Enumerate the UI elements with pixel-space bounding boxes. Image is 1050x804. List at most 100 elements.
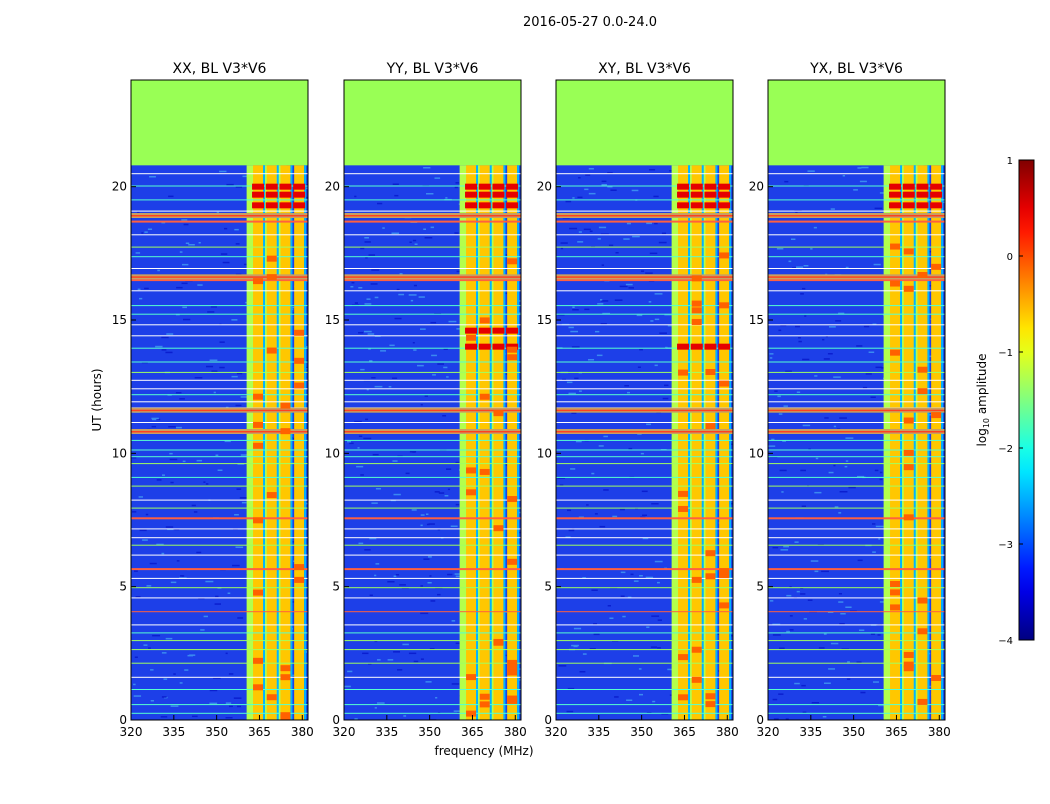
colorbar-gradient bbox=[1018, 159, 1035, 641]
band-cell bbox=[466, 334, 477, 341]
heatmap-noise bbox=[151, 425, 157, 428]
band-cell bbox=[253, 421, 264, 428]
heatmap-noise bbox=[161, 221, 166, 224]
x-tick-label: 380 bbox=[928, 725, 951, 739]
rfi-stripe bbox=[768, 379, 945, 381]
peak-cell bbox=[690, 191, 703, 198]
rfi-stripe bbox=[556, 517, 733, 520]
heatmap-noise bbox=[661, 713, 669, 715]
rfi-stripe bbox=[556, 234, 733, 236]
panel-1: XX, BL V3*V6 320 335 350 365 380 0 5 10 15 20 bbox=[112, 61, 314, 739]
heatmap-noise bbox=[639, 693, 644, 696]
heatmap-noise bbox=[788, 260, 792, 263]
peak-cell bbox=[704, 191, 717, 198]
x-tick-label: 320 bbox=[757, 725, 780, 739]
heatmap-noise bbox=[143, 644, 148, 646]
band-cell bbox=[294, 576, 305, 583]
heatmap-noise bbox=[176, 426, 182, 429]
rfi-stripe bbox=[768, 210, 945, 212]
heatmap-noise bbox=[572, 197, 575, 199]
rfi-stripe bbox=[131, 499, 308, 501]
heatmap-noise bbox=[577, 241, 584, 243]
colorbar: −4 −3 −2 −1 0 1 log10 amplitude bbox=[975, 156, 1035, 647]
channel-gap bbox=[290, 165, 293, 720]
heatmap-noise bbox=[596, 354, 603, 357]
heatmap-noise bbox=[175, 392, 182, 394]
heatmap-noise bbox=[420, 612, 429, 615]
peak-cell bbox=[478, 343, 491, 350]
band-cell bbox=[493, 525, 504, 532]
rfi-stripe bbox=[131, 528, 308, 530]
rfi-stripe bbox=[344, 676, 521, 678]
heatmap-noise bbox=[358, 287, 363, 289]
peak-cell bbox=[690, 202, 703, 209]
heatmap-noise bbox=[194, 377, 203, 379]
heatmap-noise bbox=[802, 711, 807, 714]
heatmap-noise bbox=[447, 488, 451, 491]
heatmap-noise bbox=[600, 300, 609, 302]
heatmap-noise bbox=[148, 647, 151, 649]
heatmap-noise bbox=[638, 668, 642, 670]
heatmap-noise bbox=[420, 328, 426, 330]
heatmap-noise bbox=[184, 669, 189, 671]
peak-cell bbox=[889, 191, 902, 198]
heatmap-noise bbox=[642, 537, 649, 540]
rfi-stripe bbox=[131, 361, 308, 363]
heatmap-noise bbox=[879, 192, 887, 194]
heatmap-noise bbox=[305, 360, 308, 362]
rfi-stripe bbox=[768, 324, 945, 326]
rfi-stripe bbox=[344, 173, 521, 175]
heatmap-noise bbox=[778, 693, 784, 695]
heatmap-noise bbox=[161, 652, 167, 654]
heatmap-noise bbox=[664, 384, 669, 387]
heatmap-noise bbox=[777, 395, 781, 398]
heatmap-noise bbox=[289, 601, 298, 603]
colorbar-tick-label: −4 bbox=[998, 636, 1013, 647]
rfi-stripe bbox=[131, 587, 308, 589]
rfi-stripe bbox=[344, 379, 521, 381]
heatmap-noise bbox=[839, 491, 848, 493]
peak-cell bbox=[506, 202, 519, 209]
heatmap-noise bbox=[839, 623, 845, 625]
heatmap-noise bbox=[429, 575, 432, 577]
peak-cell bbox=[677, 191, 690, 198]
rfi-stripe bbox=[344, 624, 521, 626]
heatmap-noise bbox=[646, 423, 651, 426]
rfi-stripe bbox=[131, 676, 308, 678]
band-cell bbox=[479, 701, 490, 708]
heatmap-noise bbox=[163, 678, 168, 680]
band-cell bbox=[678, 694, 689, 701]
heatmap-noise bbox=[344, 685, 351, 688]
rfi-stripe bbox=[131, 712, 308, 714]
band-cell bbox=[705, 423, 716, 430]
band-cell bbox=[931, 263, 942, 270]
rfi-stripe bbox=[131, 199, 308, 201]
heatmap-noise bbox=[845, 437, 854, 439]
heatmap-noise bbox=[874, 207, 883, 210]
rfi-stripe bbox=[131, 220, 308, 223]
hot-row-core bbox=[768, 431, 945, 433]
heatmap-noise bbox=[358, 542, 364, 545]
heatmap-noise bbox=[614, 299, 623, 301]
heatmap-noise bbox=[142, 539, 148, 541]
heatmap-noise bbox=[413, 660, 419, 663]
y-tick-label: 15 bbox=[537, 313, 552, 327]
rfi-stripe bbox=[768, 371, 945, 373]
heatmap-noise bbox=[569, 227, 578, 230]
rfi-stripe bbox=[768, 507, 945, 509]
heatmap-noise bbox=[161, 349, 167, 351]
heatmap-noise bbox=[370, 283, 378, 285]
heatmap-noise bbox=[620, 595, 625, 597]
rfi-stripe bbox=[556, 456, 733, 458]
peak-cell bbox=[889, 183, 902, 190]
rfi-stripe bbox=[344, 210, 521, 212]
heatmap-noise bbox=[209, 702, 218, 705]
heatmap-noise bbox=[654, 293, 663, 295]
heatmap-noise bbox=[437, 528, 441, 531]
heatmap-noise bbox=[595, 330, 600, 333]
y-tick-label: 10 bbox=[325, 446, 340, 460]
rfi-stripe bbox=[556, 577, 733, 579]
heatmap-noise bbox=[861, 166, 869, 169]
heatmap-noise bbox=[612, 515, 618, 518]
heatmap-noise bbox=[875, 525, 884, 528]
